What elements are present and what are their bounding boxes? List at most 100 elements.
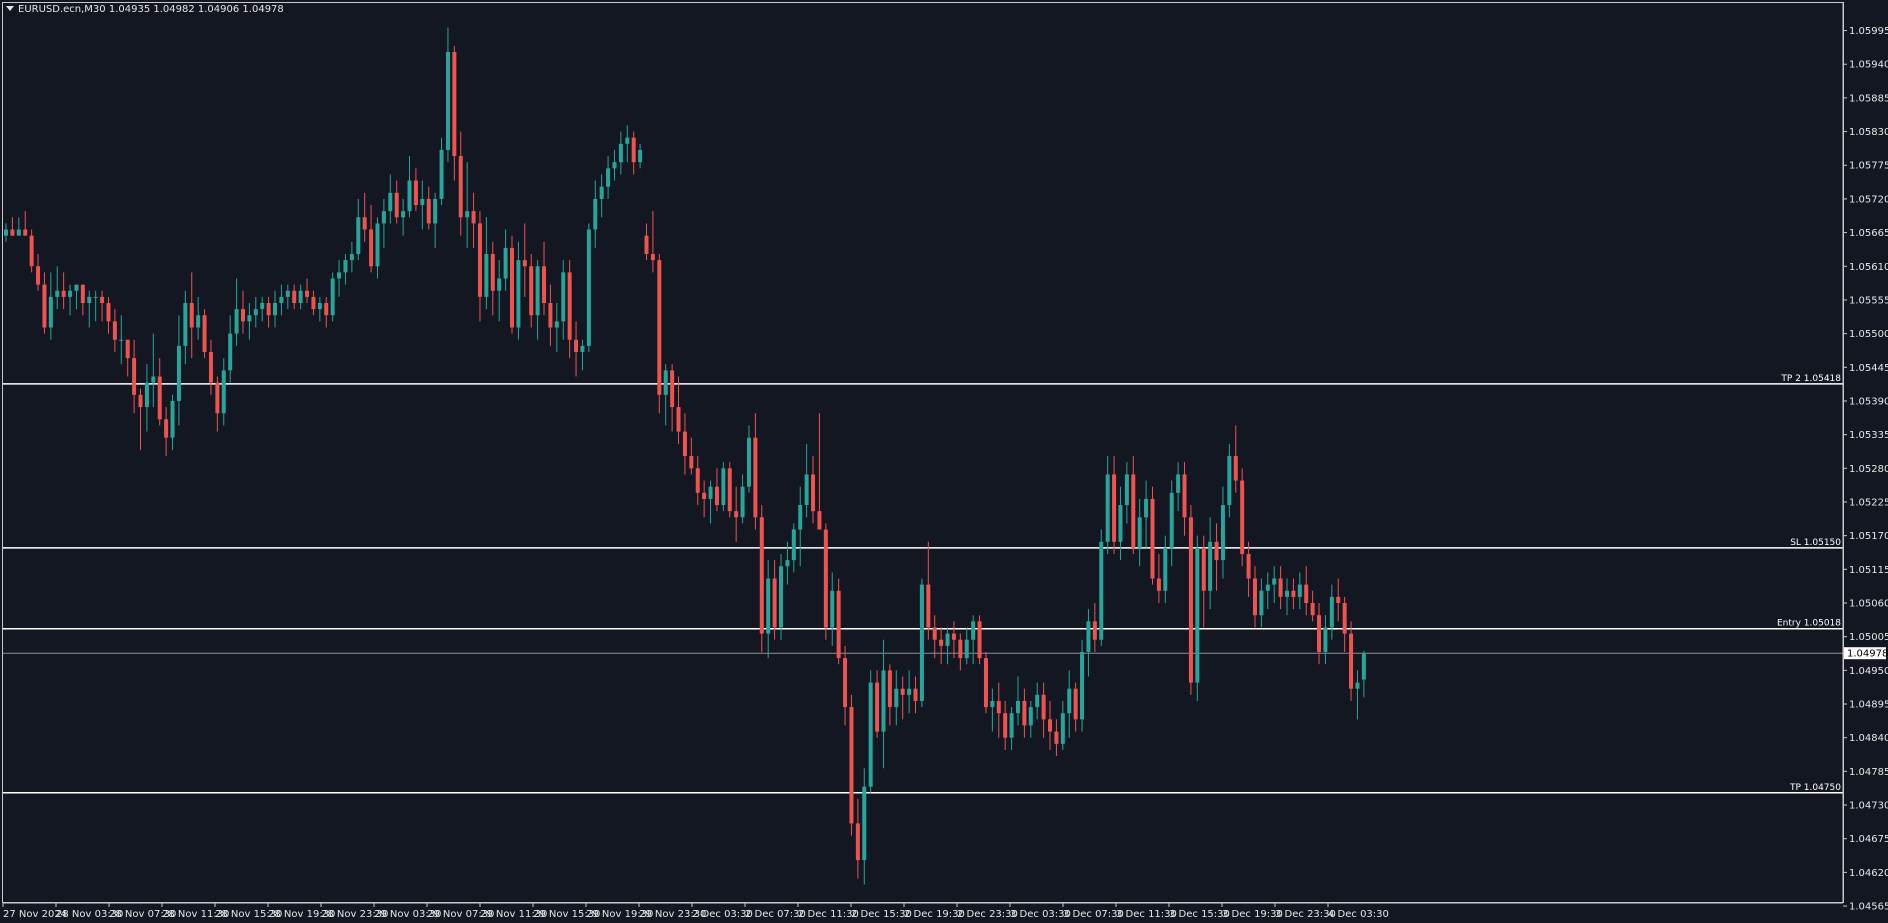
- y-tick-label: 1.05995: [1849, 26, 1888, 37]
- candle-body: [548, 303, 553, 328]
- candle-body: [42, 284, 47, 328]
- candle-body: [894, 688, 899, 708]
- y-tick-label: 1.04675: [1849, 834, 1888, 845]
- candle-body: [1105, 474, 1110, 542]
- candle: [1304, 566, 1309, 616]
- candle: [369, 205, 374, 273]
- candle-body: [663, 370, 668, 395]
- x-tick-label: 3 Dec 23:30: [1275, 909, 1336, 920]
- candle: [1015, 676, 1020, 726]
- candle-body: [855, 823, 860, 861]
- candle-body: [413, 180, 418, 206]
- candle-body: [702, 492, 707, 499]
- candle: [330, 272, 335, 322]
- candle: [260, 296, 265, 322]
- y-tick-label: 1.05500: [1849, 329, 1888, 340]
- x-tick-label: 3 Dec 07:30: [1063, 909, 1124, 920]
- y-tick-label: 1.05610: [1849, 262, 1888, 273]
- candle: [804, 443, 809, 518]
- candle-body: [670, 370, 675, 408]
- candle: [439, 137, 444, 206]
- y-tick-label: 1.05940: [1849, 60, 1888, 71]
- candle-body: [1285, 590, 1289, 597]
- candle-body: [381, 211, 386, 224]
- y-tick-label: 1.05060: [1849, 599, 1888, 610]
- candle-body: [29, 235, 34, 267]
- candle: [100, 290, 105, 322]
- candle: [1220, 486, 1225, 579]
- candle: [503, 229, 508, 291]
- candle-body: [266, 303, 271, 316]
- current-price-label: 1.04978: [1847, 649, 1888, 660]
- candle: [714, 468, 719, 512]
- candle: [971, 615, 976, 665]
- dropdown-arrow-icon[interactable]: [6, 6, 14, 11]
- candle: [1156, 554, 1161, 603]
- y-tick-label: 1.05775: [1849, 161, 1888, 172]
- candle-body: [1272, 578, 1277, 585]
- candle-body: [1112, 474, 1117, 542]
- candle: [349, 241, 354, 273]
- candle-body: [100, 296, 105, 303]
- candle: [529, 254, 534, 328]
- candle: [875, 670, 880, 738]
- candle-body: [176, 345, 181, 401]
- symbol-header[interactable]: EURUSD.ecn,M30 1.04935 1.04982 1.04906 1…: [6, 4, 284, 15]
- candle: [112, 309, 117, 352]
- candle: [157, 358, 162, 426]
- x-tick-label: 3 Dec 11:30: [1116, 909, 1177, 920]
- candle: [29, 229, 34, 273]
- candle: [746, 425, 751, 493]
- y-tick-label: 1.04620: [1849, 868, 1888, 879]
- candle-body: [221, 370, 226, 414]
- x-tick-label: 2 Dec 07:30: [745, 909, 806, 920]
- candle-body: [362, 217, 367, 230]
- candle-body: [1317, 615, 1322, 652]
- candle-body: [650, 254, 655, 261]
- candle-body: [990, 700, 995, 708]
- candle: [292, 284, 297, 310]
- candle-body: [1099, 541, 1104, 640]
- candle-body: [631, 137, 636, 163]
- y-tick-label: 1.05390: [1849, 396, 1888, 407]
- candle: [413, 168, 418, 212]
- candle: [574, 321, 579, 377]
- candle-body: [907, 688, 912, 695]
- candle: [535, 260, 540, 340]
- candle-body: [881, 670, 886, 732]
- candle: [580, 339, 585, 371]
- candle: [305, 278, 310, 303]
- candle: [721, 462, 726, 512]
- candle: [695, 456, 700, 506]
- candle-body: [471, 211, 476, 224]
- candle-body: [112, 321, 117, 340]
- candle: [561, 260, 566, 340]
- candle: [894, 670, 899, 726]
- candle: [1137, 498, 1142, 567]
- candle-body: [228, 333, 233, 371]
- candle: [1009, 707, 1014, 750]
- candle-body: [132, 358, 137, 395]
- candle-body: [1336, 596, 1341, 603]
- candle: [1150, 486, 1155, 585]
- candle-body: [509, 247, 514, 328]
- x-tick-label: 29 Nov 11:30: [480, 909, 547, 920]
- candle-body: [1246, 554, 1251, 579]
- candles: [4, 27, 1366, 885]
- candle: [16, 217, 21, 236]
- x-tick-label: 29 Nov 07:30: [427, 909, 494, 920]
- candle: [202, 309, 207, 359]
- candle-body: [580, 345, 585, 352]
- candle-body: [529, 266, 534, 316]
- candle-body: [516, 260, 521, 328]
- candle: [458, 131, 463, 236]
- candle-body: [1169, 492, 1174, 548]
- candle-body: [561, 272, 566, 322]
- candle-body: [407, 180, 412, 212]
- candle: [855, 798, 860, 879]
- candle: [1272, 566, 1277, 603]
- candle-body: [919, 584, 924, 701]
- candle: [983, 651, 988, 714]
